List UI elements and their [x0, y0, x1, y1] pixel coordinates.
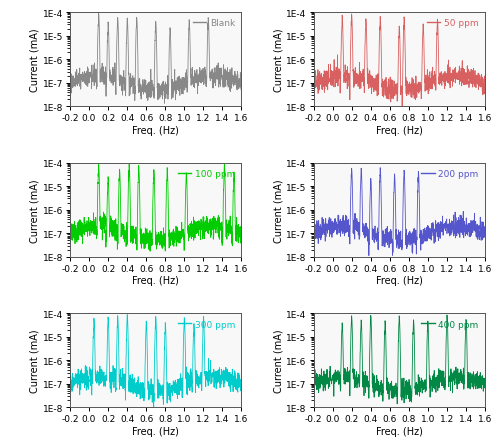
Y-axis label: Current (mA): Current (mA): [30, 28, 40, 92]
Legend: 400 ppm: 400 ppm: [420, 318, 480, 331]
X-axis label: Freq. (Hz): Freq. (Hz): [132, 276, 179, 286]
Legend: 200 ppm: 200 ppm: [420, 168, 480, 180]
Legend: 100 ppm: 100 ppm: [176, 168, 237, 180]
Y-axis label: Current (mA): Current (mA): [274, 28, 283, 92]
X-axis label: Freq. (Hz): Freq. (Hz): [376, 126, 422, 136]
X-axis label: Freq. (Hz): Freq. (Hz): [376, 276, 422, 286]
Y-axis label: Current (mA): Current (mA): [274, 328, 283, 392]
Y-axis label: Current (mA): Current (mA): [30, 179, 40, 242]
X-axis label: Freq. (Hz): Freq. (Hz): [132, 426, 179, 436]
X-axis label: Freq. (Hz): Freq. (Hz): [376, 426, 422, 436]
Legend: Blank: Blank: [191, 18, 237, 30]
Y-axis label: Current (mA): Current (mA): [274, 179, 283, 242]
Legend: 300 ppm: 300 ppm: [176, 318, 237, 331]
Y-axis label: Current (mA): Current (mA): [30, 328, 40, 392]
Legend: 50 ppm: 50 ppm: [425, 18, 480, 30]
X-axis label: Freq. (Hz): Freq. (Hz): [132, 126, 179, 136]
